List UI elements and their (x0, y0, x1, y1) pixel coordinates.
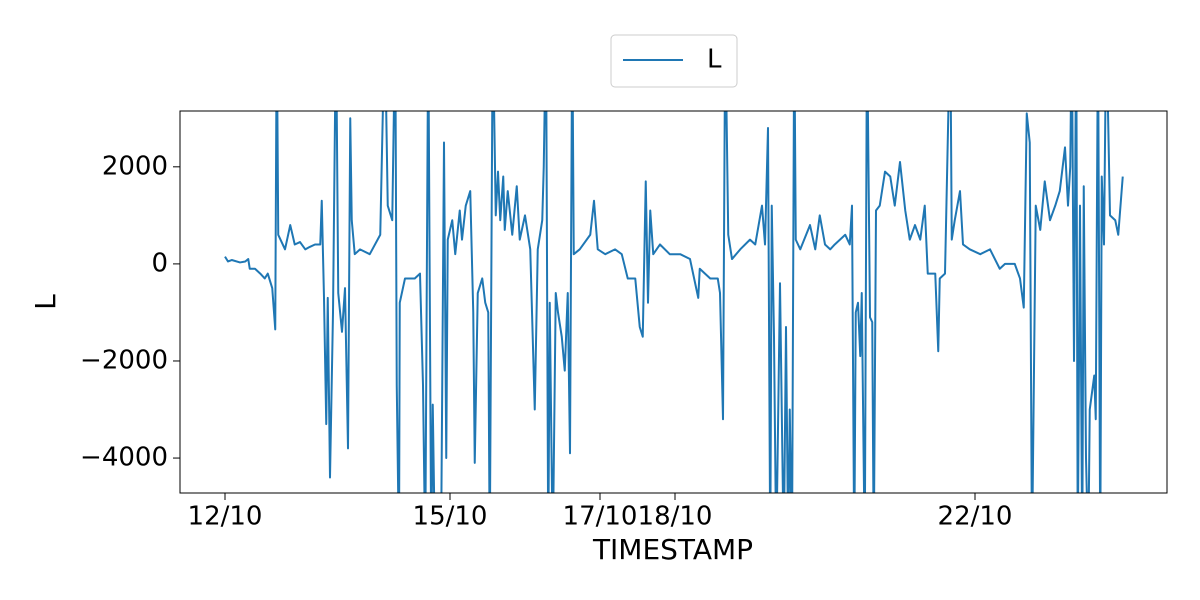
x-tick-label: 18/10 (638, 502, 713, 532)
y-tick-label: 2000 (102, 151, 168, 181)
y-tick-label: −2000 (80, 345, 168, 375)
y-tick-label: −4000 (80, 443, 168, 473)
x-tick-label: 12/10 (188, 502, 263, 532)
legend-label: L (707, 45, 722, 75)
data-line (224, 111, 1124, 493)
y-tick-label: 0 (151, 248, 168, 278)
plot-frame (179, 110, 1168, 494)
x-tick-label: 15/10 (413, 502, 488, 532)
x-tick-label: 22/10 (938, 502, 1013, 532)
x-axis-label: TIMESTAMP (592, 533, 753, 566)
x-tick-label: 17/10 (563, 502, 638, 532)
y-axis-label: L (29, 294, 62, 310)
